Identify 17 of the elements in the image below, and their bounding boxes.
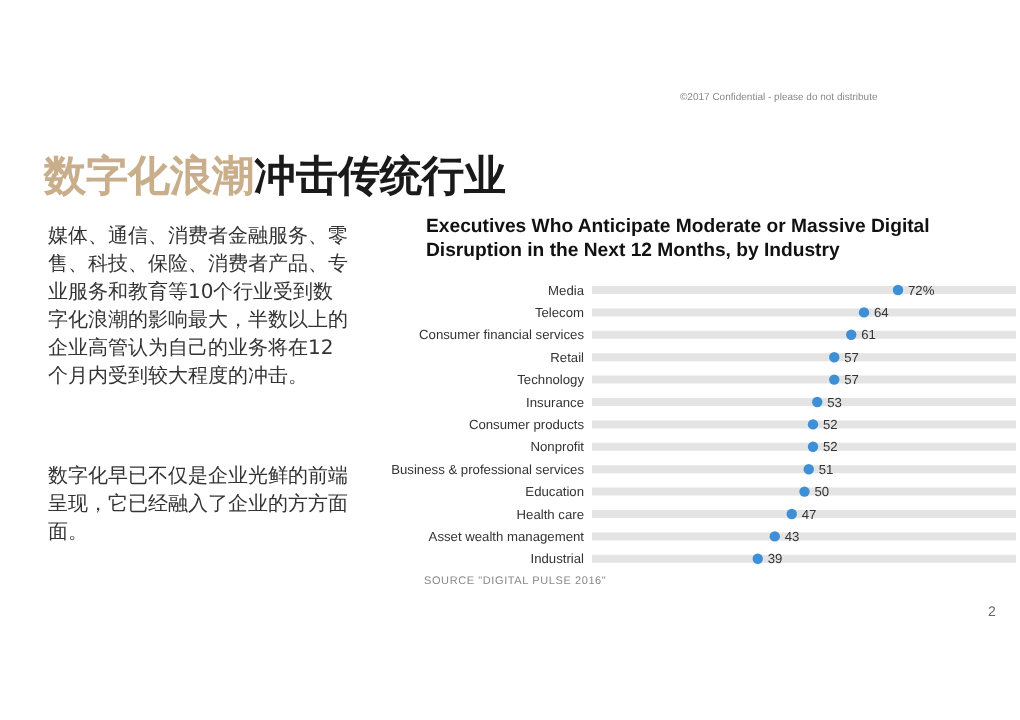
point <box>752 553 763 564</box>
point <box>892 284 904 296</box>
point <box>829 374 840 385</box>
heading: 数字化浪潮冲击传统行业 <box>44 150 506 204</box>
point <box>858 307 870 318</box>
point <box>799 486 810 497</box>
point <box>769 531 780 542</box>
point <box>829 352 840 363</box>
text: 媒体、通信、消费者金融服务、零售、科技、保险、消费者产品、专业服务和教育等10个行业受到数字化浪潮的影响最大，半数以上的企业高管认为自己的业务将在12个月内受到较大程度的冲击。 <box>48 224 348 392</box>
text: 数字化早已不仅是企业光鲜的前端呈现，它已经融入了企业的方方面面。 <box>48 464 348 548</box>
point <box>807 419 819 430</box>
point <box>846 329 857 340</box>
chart-title: Executives Who Anticipate Moderate or Massive Digital Disruption in the Next 12 Months, by Industry <box>426 216 932 262</box>
point <box>803 464 814 475</box>
point <box>807 441 819 452</box>
point <box>786 508 797 520</box>
point <box>812 396 823 408</box>
